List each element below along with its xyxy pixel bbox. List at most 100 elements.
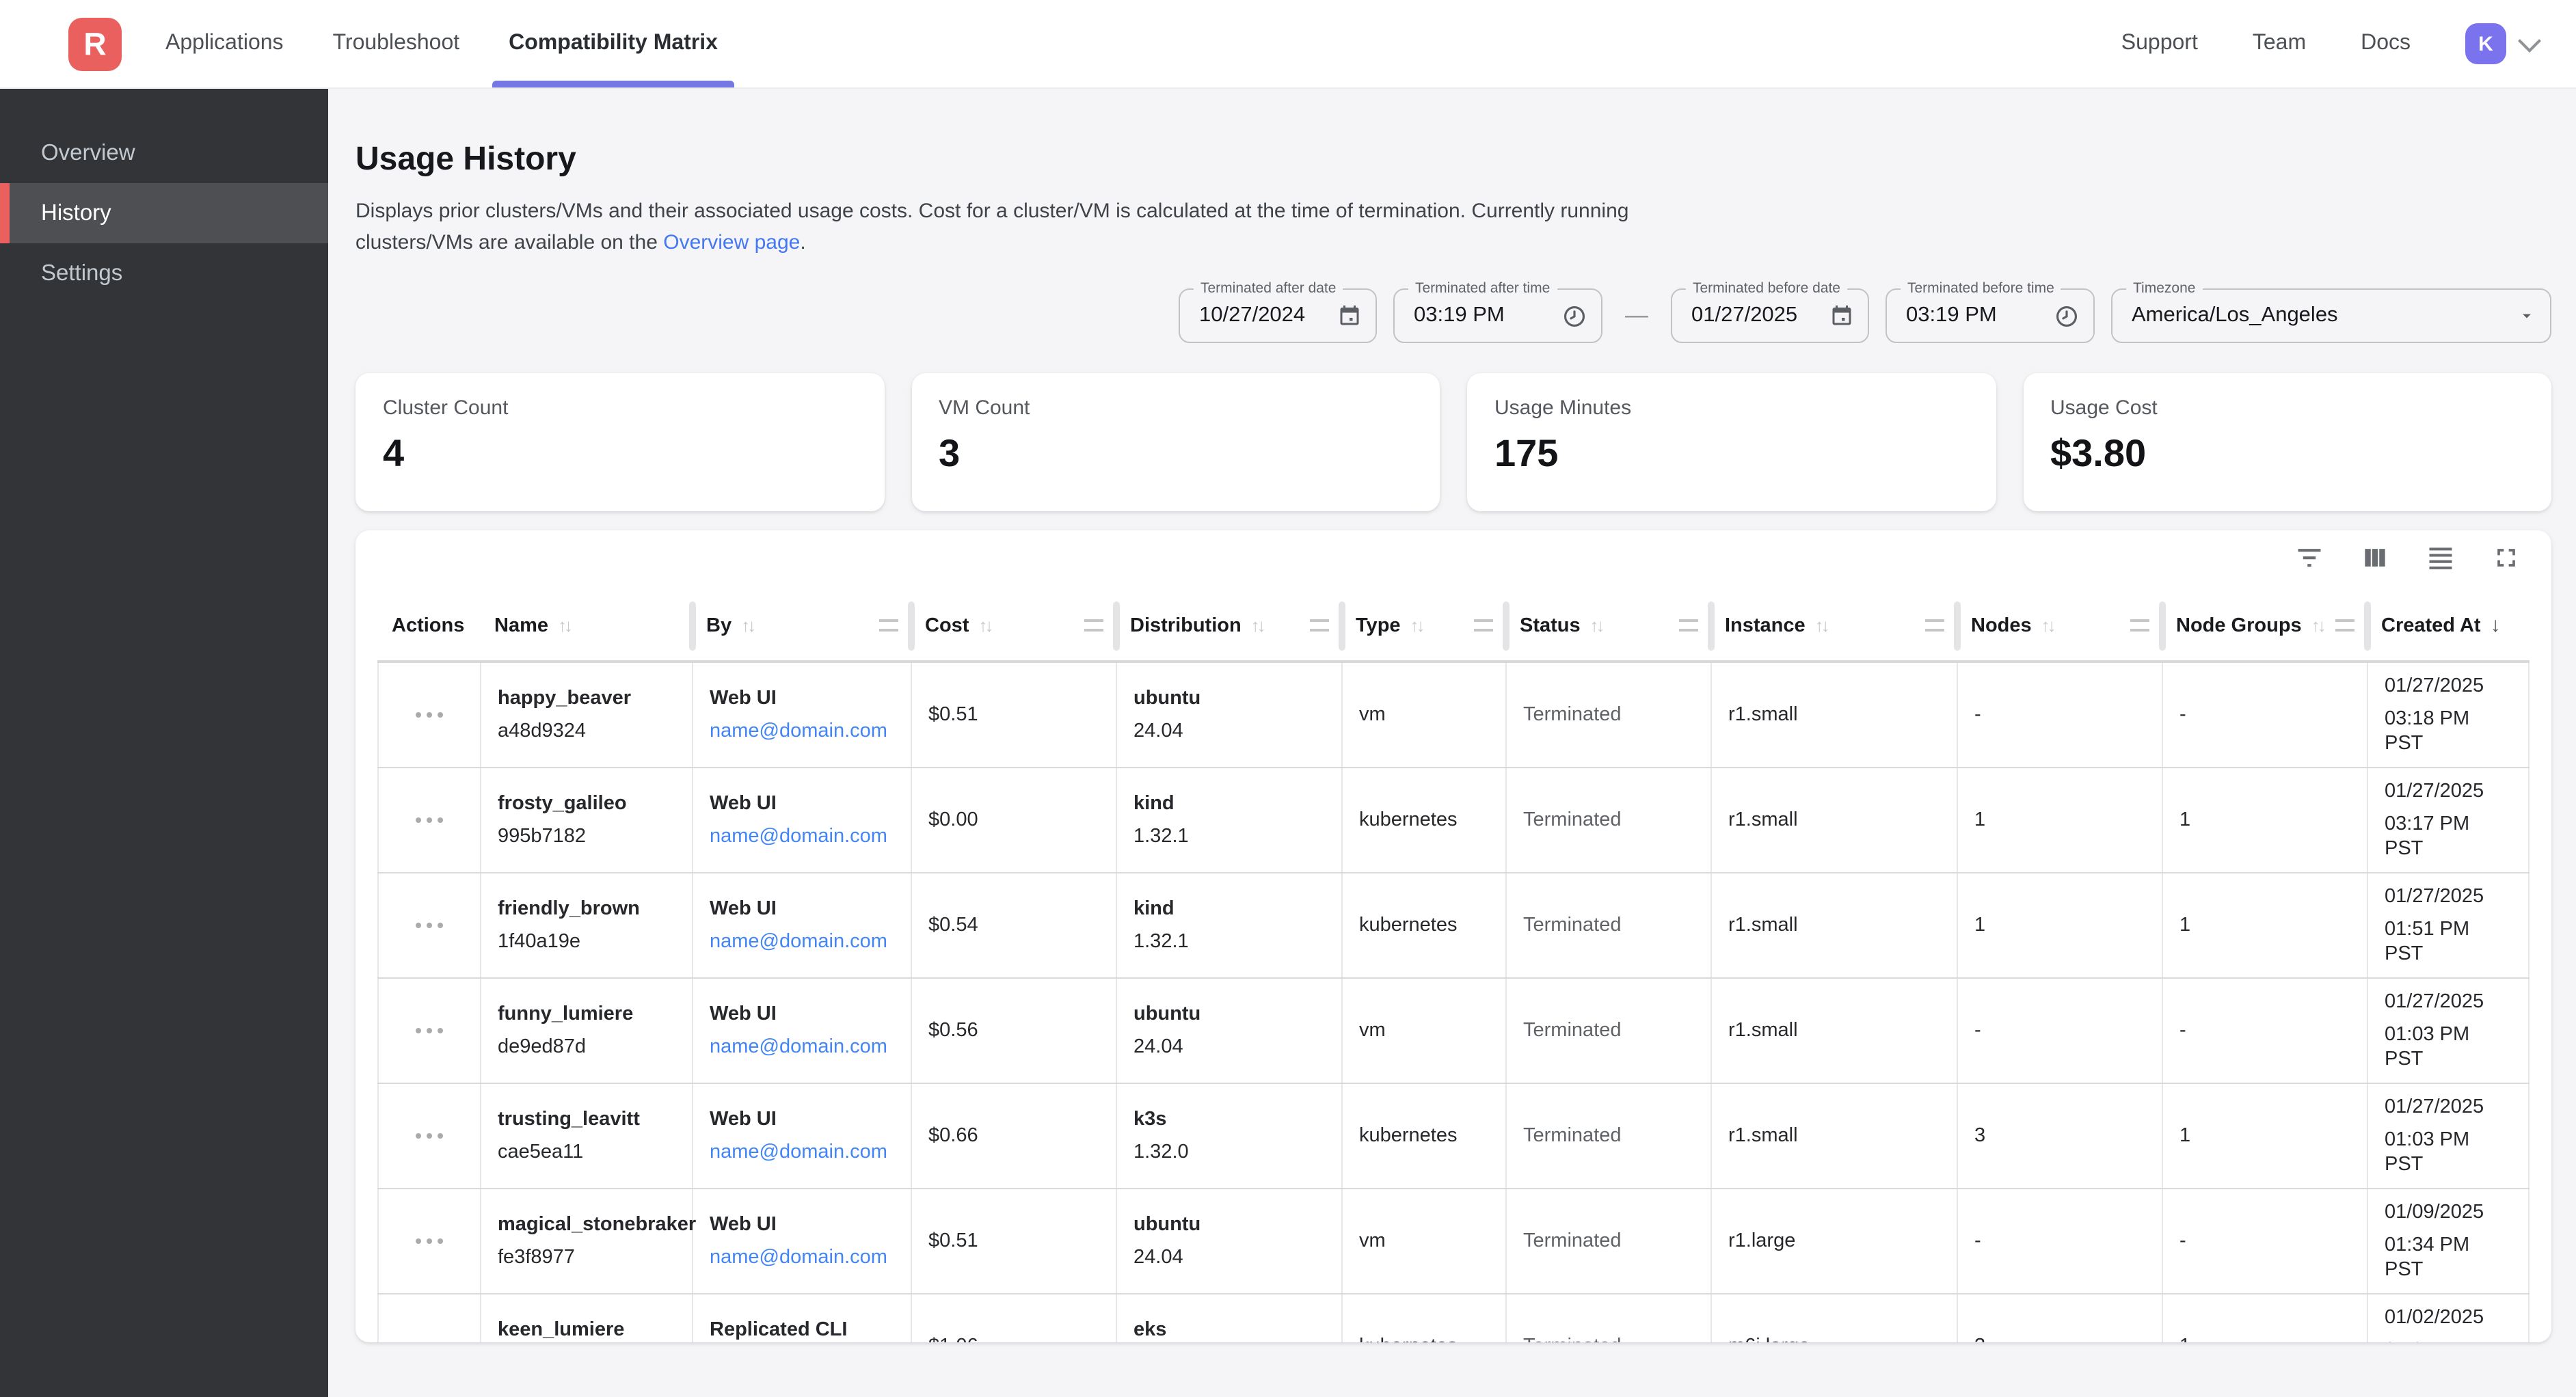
- fullscreen-icon: [2491, 542, 2521, 579]
- sidebar-item-settings[interactable]: Settings: [41, 260, 123, 285]
- distribution-version: 24.04: [1133, 1247, 1183, 1269]
- overview-page-link[interactable]: Overview page: [663, 231, 801, 254]
- column-header-by[interactable]: By ↑↓: [688, 591, 911, 663]
- stat-label: Usage Cost: [2050, 396, 2158, 420]
- cell-name: trusting_leavitt cae5ea11: [481, 1083, 693, 1189]
- cell-status: Terminated: [1506, 768, 1712, 873]
- sidebar-item-overview[interactable]: Overview: [41, 140, 135, 165]
- timezone-select[interactable]: Timezone America/Los_Angeles: [2111, 279, 2551, 343]
- column-header-distribution[interactable]: Distribution ↑↓: [1112, 591, 1342, 663]
- column-header-cost[interactable]: Cost ↑↓: [907, 591, 1116, 663]
- row-actions-button[interactable]: [395, 806, 464, 834]
- cell-by: Web UI name@domain.com: [693, 873, 912, 979]
- instance-value: r1.small: [1728, 1020, 1798, 1042]
- terminated-after-date-input[interactable]: Terminated after date 10/27/2024: [1179, 279, 1377, 343]
- nav-link-support[interactable]: Support: [2121, 31, 2198, 55]
- column-resize-handle[interactable]: [1678, 619, 1698, 632]
- column-resize-handle[interactable]: [1473, 619, 1492, 632]
- clock-icon[interactable]: [1561, 303, 1587, 329]
- instance-value: r1.small: [1728, 1125, 1798, 1147]
- column-resize-handle[interactable]: [1924, 619, 1944, 632]
- row-actions-button[interactable]: [395, 1333, 464, 1342]
- row-actions-button[interactable]: [395, 912, 464, 939]
- column-resize-handle[interactable]: [1309, 619, 1328, 632]
- cluster-id: fe3f8977: [498, 1247, 575, 1269]
- cluster-name: keen_lumiere: [498, 1319, 625, 1341]
- column-label: Node Groups: [2176, 614, 2302, 636]
- density-button[interactable]: [2426, 542, 2456, 579]
- nav-link-docs[interactable]: Docs: [2361, 31, 2411, 55]
- distribution-version: 1.32.1: [1133, 826, 1189, 847]
- email-link[interactable]: name@domain.com: [710, 1141, 887, 1163]
- column-header-node-groups[interactable]: Node Groups ↑↓: [2158, 591, 2367, 663]
- row-actions-button[interactable]: [395, 1228, 464, 1255]
- column-label: By: [706, 614, 732, 636]
- tab-troubleshoot[interactable]: Troubleshoot: [332, 31, 460, 55]
- table-row: funny_lumiere de9ed87d Web UI name@domain.…: [377, 978, 2530, 1084]
- email-link[interactable]: name@domain.com: [710, 1036, 887, 1058]
- cost-value: $1.06: [928, 1335, 978, 1342]
- tab-compatibility-matrix[interactable]: Compatibility Matrix: [484, 0, 742, 87]
- created-time: 01:03 PM PST: [2385, 1129, 2470, 1176]
- cell-created-at: 01/27/2025 03:17 PM PST: [2367, 768, 2530, 873]
- cell-actions: [377, 978, 481, 1084]
- row-actions-button[interactable]: [395, 1122, 464, 1150]
- calendar-icon[interactable]: [1829, 303, 1854, 328]
- terminated-before-time-input[interactable]: Terminated before time 03:19 PM: [1886, 279, 2095, 343]
- instance-value: m6i.large: [1728, 1335, 1810, 1342]
- filter-button[interactable]: [2294, 542, 2324, 579]
- cell-status: Terminated: [1506, 1189, 1712, 1294]
- avatar: K: [2465, 23, 2506, 64]
- nodes-value: -: [1974, 1230, 1981, 1252]
- cell-distribution: kind 1.32.1: [1116, 873, 1343, 979]
- field-label: Terminated before date: [1686, 279, 1847, 298]
- tab-applications[interactable]: Applications: [165, 31, 284, 55]
- email-link[interactable]: name@domain.com: [710, 1247, 887, 1269]
- nodes-value: -: [1974, 704, 1981, 726]
- column-header-name[interactable]: Name ↑↓: [481, 591, 693, 663]
- row-actions-button[interactable]: [395, 701, 464, 729]
- account-menu[interactable]: K: [2465, 23, 2541, 64]
- cell-by: Web UI name@domain.com: [693, 662, 912, 768]
- status-badge: Terminated: [1523, 704, 1622, 726]
- nav-link-team[interactable]: Team: [2252, 31, 2307, 55]
- cluster-name: magical_stonebraker: [498, 1214, 697, 1236]
- cell-actions: [377, 1083, 481, 1189]
- cost-value: $0.56: [928, 1020, 978, 1042]
- cell-type: kubernetes: [1342, 1294, 1507, 1342]
- email-link[interactable]: name@domain.com: [710, 826, 887, 847]
- cell-distribution: eks1.31: [1116, 1294, 1343, 1342]
- column-header-type[interactable]: Type ↑↓: [1338, 591, 1506, 663]
- stat-value: $3.80: [2050, 432, 2147, 474]
- column-header-created-at[interactable]: Created At ↓: [2363, 591, 2529, 663]
- calendar-icon[interactable]: [1337, 303, 1362, 328]
- email-link[interactable]: name@domain.com: [710, 720, 887, 742]
- email-link[interactable]: name@domain.com: [710, 931, 887, 953]
- distribution-version: 24.04: [1133, 1036, 1183, 1058]
- column-resize-handle[interactable]: [2335, 619, 2354, 632]
- column-header-instance[interactable]: Instance ↑↓: [1707, 591, 1957, 663]
- clock-icon[interactable]: [2054, 303, 2080, 329]
- column-resize-handle[interactable]: [2130, 619, 2149, 632]
- field-label: Terminated before time: [1901, 279, 2061, 298]
- field-value: 03:19 PM: [1414, 303, 1505, 327]
- column-label: Created At: [2381, 614, 2481, 636]
- terminated-after-time-input[interactable]: Terminated after time 03:19 PM: [1393, 279, 1602, 343]
- filter-bar: Terminated after date 10/27/2024 Termina…: [1179, 279, 2551, 343]
- replicated-logo[interactable]: R: [68, 17, 122, 70]
- column-resize-handle[interactable]: [1084, 619, 1103, 632]
- column-resize-handle[interactable]: [878, 619, 898, 632]
- show-hide-columns-button[interactable]: [2360, 542, 2390, 579]
- by-source: Web UI: [710, 793, 777, 815]
- terminated-before-date-input[interactable]: Terminated before date 01/27/2025: [1671, 279, 1869, 343]
- distribution-version: 24.04: [1133, 720, 1183, 742]
- fullscreen-button[interactable]: [2491, 542, 2521, 579]
- created-time: 01:51 PM PST: [2385, 919, 2470, 965]
- sidebar-item-history[interactable]: History: [0, 183, 328, 243]
- column-label: Type: [1356, 614, 1401, 636]
- row-actions-button[interactable]: [395, 1017, 464, 1044]
- column-header-nodes[interactable]: Nodes ↑↓: [1953, 591, 2162, 663]
- column-header-status[interactable]: Status ↑↓: [1502, 591, 1711, 663]
- cell-node-groups: 1: [2162, 1083, 2368, 1189]
